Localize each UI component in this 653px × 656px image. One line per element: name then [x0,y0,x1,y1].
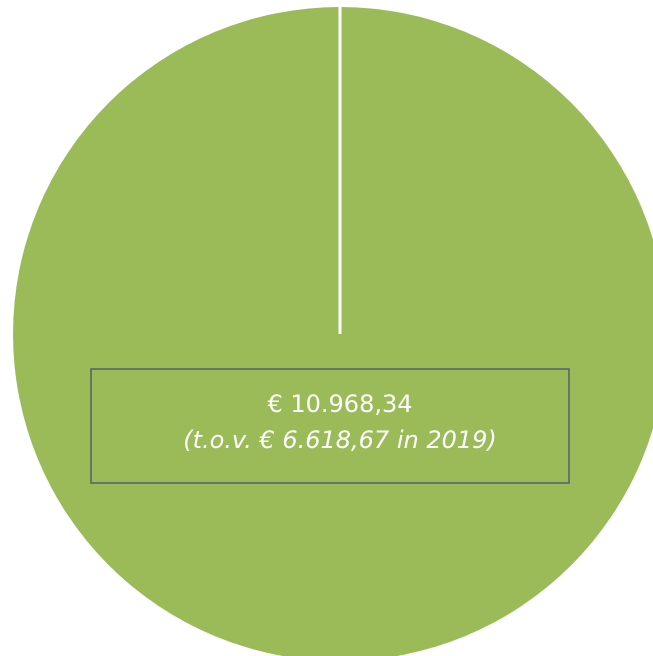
annotation: (t.o.v. € 6.618,67 in 2019) [183,426,497,454]
pie [13,7,653,656]
slice [13,7,653,656]
data-label: € 10.968,34 [267,390,412,418]
label-box [90,368,570,484]
